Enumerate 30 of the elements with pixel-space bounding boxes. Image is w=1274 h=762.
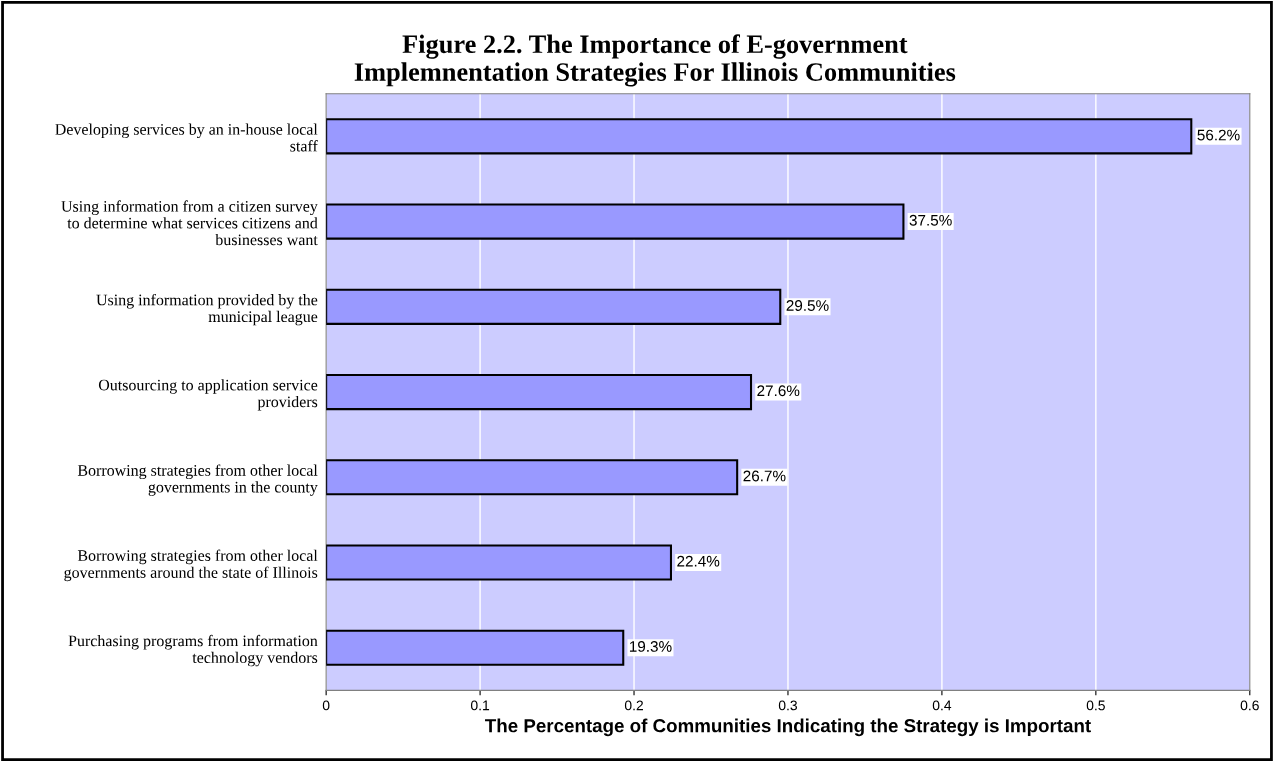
x-tick-label: 0.5 [1086,700,1105,711]
x-tick-label: 0.6 [1240,700,1259,711]
data-label: 29.5% [786,300,829,311]
x-tick-label: 0.1 [470,700,490,711]
x-tick-label: 0 [322,700,330,711]
x-tick-label: 0.4 [932,700,952,711]
bar [326,288,782,325]
data-label: 56.2% [1197,129,1240,141]
y-tick-label: Borrowing strategies from other local governments in the county [77,464,318,496]
y-tick-label: Developing services by an in-house local staff [55,123,318,152]
y-tick-label: Using information from a citizen survey to determine what services citizens and businesses want [61,200,318,246]
y-tick-label: Using information provided by the municipal league [96,293,318,326]
y-tick-label: Purchasing programs from information technology vendors [68,634,318,667]
data-label: 37.5% [909,214,952,226]
bar [326,118,1193,155]
data-label: 19.3% [629,641,672,652]
bar [326,544,673,581]
data-label: 22.4% [677,555,720,567]
y-tick-label: Borrowing strategies from other local governments around the state of Illinois [64,549,318,582]
x-tick-label: 0.2 [624,700,643,711]
x-axis-title: The Percentage of Communities Indicating the Strategy is Important [485,718,1091,737]
x-tick-label: 0.3 [778,700,798,711]
y-tick-label: Outsourcing to application service providers [98,379,318,411]
bar [326,203,905,240]
chart-title: Figure 2.2. The Importance of E-government Implemnentation Strategies For Illinois Communities [354,34,956,87]
bar [326,629,625,666]
data-label: 27.6% [757,385,800,397]
bar [326,459,739,496]
bar [326,373,753,411]
data-label: 26.7% [743,470,786,482]
